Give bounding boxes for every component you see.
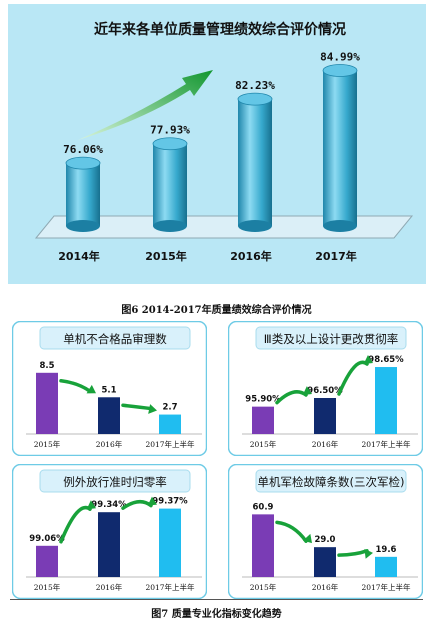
bar-1-top [65,156,101,170]
panel-title-box [39,326,191,350]
bar-3-top [237,92,273,106]
panel-title-box [39,469,191,493]
bar-4-top [322,64,358,77]
metric-panel-4: 单机军检故障条数(三次军检) 60.9 2015年 29.0 2016年 19.6 2017… [228,464,423,599]
panel-category-label: 2015年 [34,439,61,449]
panel-bar-2 [98,512,120,577]
figure6-chart: 近年来各单位质量管理绩效综合评价情况 76.06% 77.93% 82.23% 84.… [8,4,426,284]
bar-2-top [152,137,188,151]
panel-category-label: 2016年 [96,439,123,449]
panel-value-label: 99.06% [29,534,65,544]
panel-bar-1 [36,372,58,434]
panel-value-label: 29.0 [315,535,336,545]
figure6-value-labels: 76.06% 77.93% 82.23% 84.99% [63,50,360,156]
category-label: 2016年 [230,249,272,263]
trend-arrow-head [302,533,312,544]
trend-arrow-head [147,496,157,506]
category-label: 2014年 [58,249,100,263]
panel-title: 单机军检故障条数(三次军检) [258,475,405,489]
panel-category-label: 2017年上半年 [145,439,195,449]
bar-4 [323,70,357,226]
value-label: 82.23% [235,79,275,92]
panel-frame [228,464,423,599]
panel-3-chart: 例外放行准时归零率 99.06% 2015年 99.34% 2016年 99.37% 201… [12,464,207,599]
panel-title-box [255,326,407,350]
figure7-caption: 图7 质量专业化指标变化趋势 [151,609,282,620]
bar-2 [153,143,187,226]
panel-title: Ⅲ类及以上设计更改贯彻率 [264,332,398,346]
trend-arrow-head [364,548,373,559]
trend-arrow-head [86,384,96,394]
panel-value-label: 95.90% [245,395,281,405]
panel-value-label: 98.65% [368,355,404,365]
panel-category-label: 2015年 [34,582,61,592]
trend-arrow-head [363,355,373,365]
figure6-title: 近年来各单位质量管理绩效综合评价情况 [94,21,346,38]
panel-category-label: 2016年 [312,582,339,592]
panel-bar-1 [36,545,58,577]
panel-value-label: 99.34% [91,500,127,510]
panel-bar-2 [314,398,336,434]
panel-bar-3 [375,367,397,434]
panel-frame [12,321,207,456]
trend-arrow [275,520,308,543]
panel-2-chart: Ⅲ类及以上设计更改贯彻率 95.90% 2015年 96.50% 2016年 98.65%… [228,321,423,456]
category-label: 2017年 [315,249,357,263]
metric-panel-2: Ⅲ类及以上设计更改贯彻率 95.90% 2015年 96.50% 2016年 98.65%… [228,321,423,456]
panel-category-label: 2016年 [312,439,339,449]
bar-2-base [153,220,187,232]
bar-3-base [238,220,272,232]
panel-value-label: 2.7 [162,403,177,413]
metric-panel-1: 单机不合格品审理数 8.5 2015年 5.1 2016年 2.7 2017年上半年 [12,321,207,456]
trend-arrow-head [148,404,157,414]
panel-1-chart: 单机不合格品审理数 8.5 2015年 5.1 2016年 2.7 2017年上半年 [12,321,207,456]
value-label: 76.06% [63,143,103,156]
panel-bar-3 [375,556,397,577]
panel-value-label: 60.9 [253,502,274,512]
figure6-floor [34,215,414,239]
panel-category-label: 2015年 [250,439,277,449]
panel-value-label: 5.1 [101,385,116,395]
panel-value-label: 96.50% [307,386,343,396]
panel-category-label: 2016年 [96,582,123,592]
panel-title: 例外放行准时归零率 [63,475,167,489]
panel-4-chart: 单机军检故障条数(三次军检) 60.9 2015年 29.0 2016年 19.6 2017… [228,464,423,599]
figure6-category-labels: 2014年 2015年 2016年 2017年 [58,249,357,263]
panel-value-label: 19.6 [376,545,397,555]
panel-bar-2 [98,397,120,434]
bar-4-base [323,220,357,232]
panel-title: 单机不合格品审理数 [63,332,167,346]
panel-bar-3 [159,414,181,434]
value-label: 77.93% [150,124,190,137]
panel-category-label: 2015年 [250,582,277,592]
panel-value-label: 99.37% [152,497,188,507]
panel-category-label: 2017年上半年 [361,439,411,449]
value-label: 84.99% [320,50,360,63]
panel-bar-1 [252,406,274,434]
panel-title-box [255,469,407,493]
panel-category-label: 2017年上半年 [361,582,411,592]
figure6-bars [65,64,358,232]
trend-arrow-head [302,386,312,396]
panel-bar-3 [159,508,181,577]
panel-value-label: 8.5 [39,361,54,371]
category-label: 2015年 [145,249,187,263]
caption-rule [10,599,423,600]
metric-panel-3: 例外放行准时归零率 99.06% 2015年 99.34% 2016年 99.37% 201… [12,464,207,599]
panel-bar-1 [252,514,274,577]
bar-3 [238,99,272,226]
trend-arrow [59,379,92,394]
bar-1 [66,163,100,226]
panel-bar-2 [314,547,336,577]
trend-arrow [78,70,213,140]
panel-frame [228,321,423,456]
panel-category-label: 2017年上半年 [145,582,195,592]
bar-1-base [66,220,100,232]
figure6-caption: 图6 2014-2017年质量绩效综合评价情况 [121,305,312,316]
trend-arrow [121,403,153,411]
trend-arrow-head [86,500,96,510]
